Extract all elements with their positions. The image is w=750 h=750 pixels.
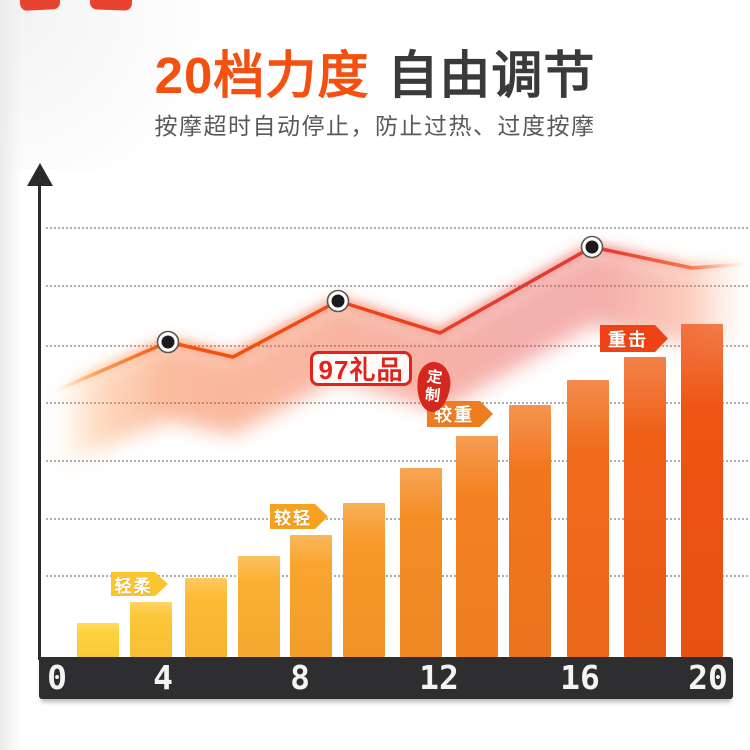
corner-shade (0, 0, 260, 170)
cropped-red-fragment (89, 0, 133, 11)
gridline (46, 518, 748, 520)
gridline (46, 227, 748, 229)
x-tick-8: 8 (290, 658, 310, 697)
line-marker (580, 235, 604, 259)
intensity-tag-较轻: 较轻 (270, 504, 328, 529)
line-marker (326, 289, 350, 313)
intensity-bar-7 (400, 468, 442, 657)
intensity-bar-10 (567, 380, 609, 657)
x-tick-16: 16 (560, 658, 600, 697)
x-axis-bar (39, 657, 733, 699)
intensity-bar-6 (343, 503, 385, 657)
page-subtitle: 按摩超时自动停止，防止过热、过度按摩 (154, 113, 596, 139)
title-highlight: 20档力度 (154, 47, 370, 104)
gridline (46, 285, 748, 287)
intensity-bar-11 (624, 357, 666, 657)
x-tick-12: 12 (419, 658, 459, 697)
title-rest: 自由调节 (387, 47, 596, 104)
intensity-bar-2 (130, 602, 172, 657)
intensity-bar-1 (77, 623, 119, 657)
y-axis-arrow-icon (27, 163, 53, 186)
watermark-badge: 97礼品 (310, 351, 412, 386)
line-markers (156, 235, 604, 354)
page-title: 20档力度 自由调节 (0, 34, 750, 108)
x-tick-0: 0 (47, 658, 67, 697)
y-axis (38, 184, 41, 660)
line-marker (156, 330, 180, 354)
intensity-bar-8 (456, 436, 498, 657)
x-tick-20: 20 (688, 658, 728, 697)
intensity-bar-5 (290, 535, 332, 657)
intensity-tag-重击: 重击 (600, 325, 668, 352)
intensity-tag-轻柔: 轻柔 (111, 572, 168, 596)
intensity-bar-12 (681, 324, 723, 657)
intensity-bar-4 (238, 556, 280, 657)
gridline (46, 575, 748, 577)
x-tick-4: 4 (153, 658, 173, 697)
intensity-bar-9 (509, 405, 551, 657)
edge-shade (0, 0, 22, 750)
stamp-text: 定制 (423, 368, 444, 405)
intensity-bar-3 (185, 578, 227, 657)
